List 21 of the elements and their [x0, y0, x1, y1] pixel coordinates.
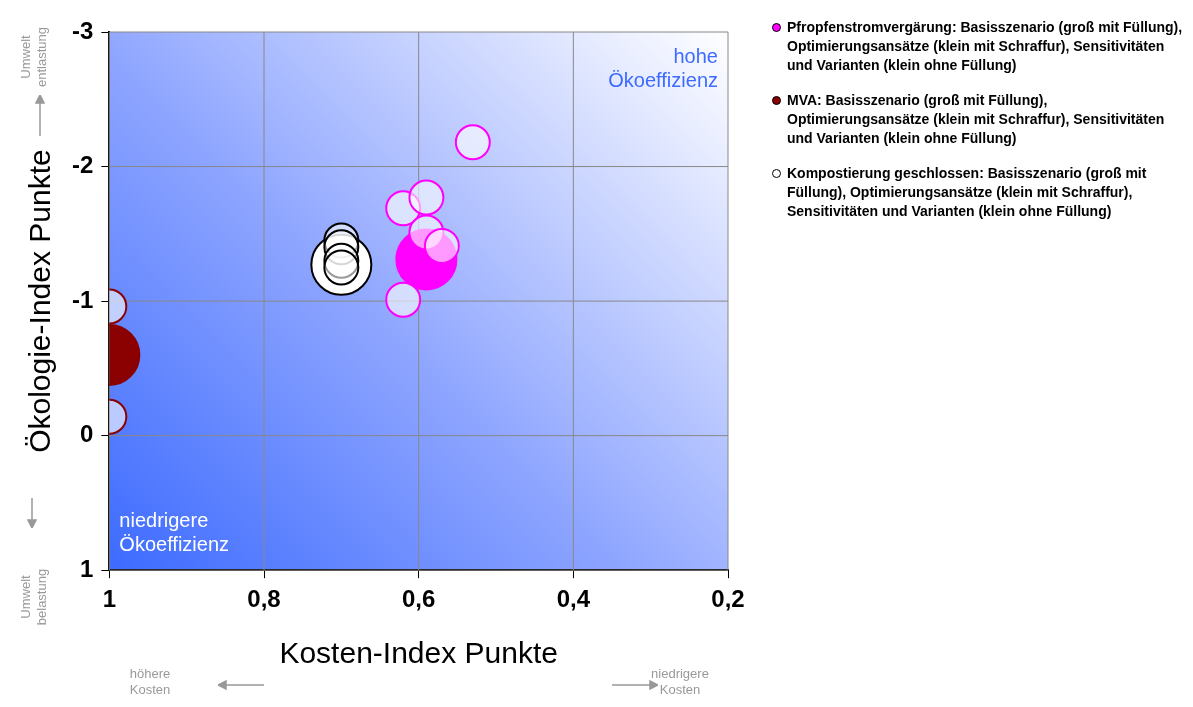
y-axis-title: Ökologie-Index Punkte — [23, 149, 57, 453]
x-tick-label: 0,6 — [401, 585, 436, 613]
text: Umwelt belastung — [18, 567, 50, 628]
x-tick-label: 0,2 — [711, 585, 745, 613]
legend-label: Pfropfenstromvergärung: Basisszenario (groß mit Füllung), Optimierungsansätze (klein mit Schraffur), Sensitivitäten und Varianten (klein ohne Füllung) — [787, 19, 1183, 73]
text: niedrigere Kosten — [650, 666, 710, 698]
x-tick-label: 1 — [102, 585, 117, 613]
text: Umwelt entlastung — [18, 26, 50, 89]
x-tick-label: 0,4 — [556, 585, 591, 613]
x-axis-title: Kosten-Index Punkte — [279, 636, 558, 670]
y-tick-label: -3 — [72, 16, 94, 44]
legend-label: Kompostierung geschlossen: Basisszenario (groß mit Füllung), Optimierungsansätze (klein mit Schraffur), Sensitivitäten und Varianten (klein ohne Füllung) — [787, 165, 1147, 219]
x-tick-label: 0,8 — [247, 585, 281, 613]
y-tick-label: -2 — [72, 151, 94, 179]
annotation: niedrigere Ökoeffizienz — [119, 508, 230, 557]
y-tick-label: 1 — [79, 554, 94, 582]
annotation: hohe Ökoeffizienz — [607, 44, 718, 92]
y-tick-label: -1 — [72, 285, 94, 313]
legend-label: MVA: Basisszenario (groß mit Füllung), Optimierungsansätze (klein mit Schraffur), Sensitivitäten und Varianten (klein ohne Füllung) — [787, 92, 1165, 146]
y-tick-label: 0 — [79, 420, 94, 448]
text: höhere Kosten — [128, 666, 172, 698]
